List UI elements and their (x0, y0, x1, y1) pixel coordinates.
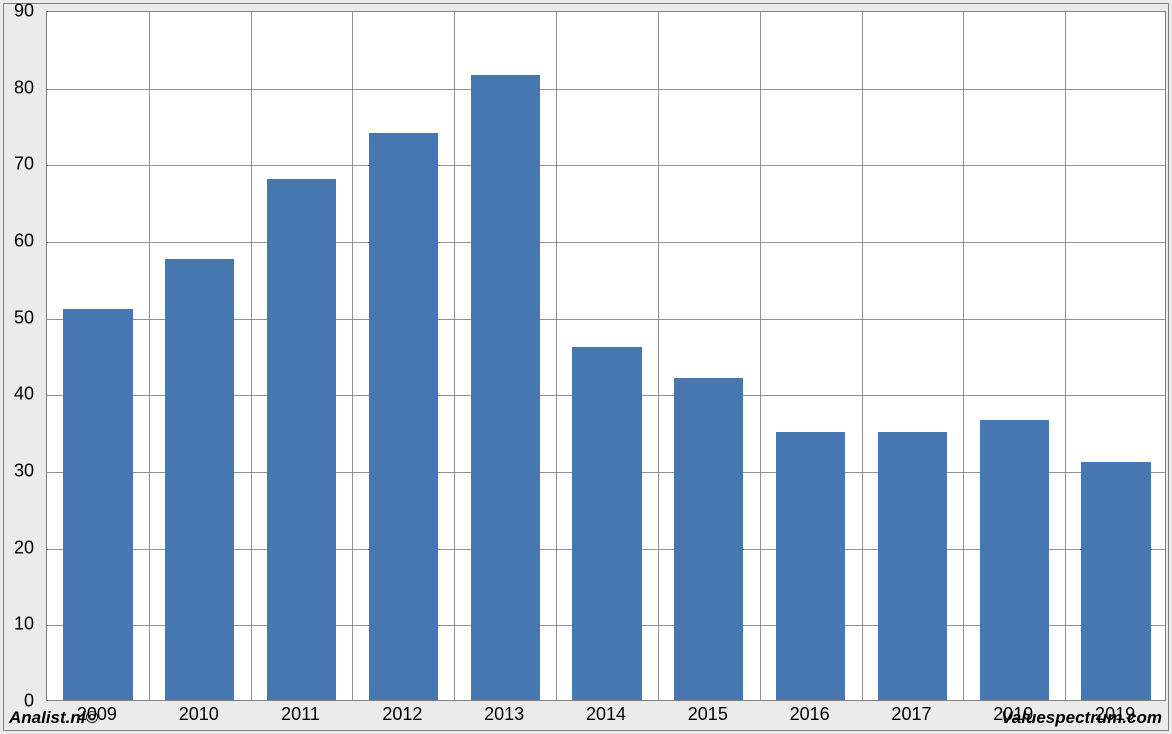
gridline-horizontal (47, 165, 1165, 166)
gridline-vertical (760, 12, 761, 700)
x-axis-tick-label: 2015 (688, 704, 728, 725)
x-axis-tick-label: 2010 (179, 704, 219, 725)
bar (267, 179, 336, 700)
x-axis-tick-label: 2009 (77, 704, 117, 725)
bar (165, 259, 234, 700)
y-axis-tick-label: 0 (4, 691, 34, 712)
bar (369, 133, 438, 700)
bar (878, 432, 947, 700)
x-axis-tick-label: 2016 (790, 704, 830, 725)
x-axis-tick-label: 2017 (891, 704, 931, 725)
gridline-vertical (862, 12, 863, 700)
y-axis-tick-label: 90 (4, 1, 34, 22)
y-axis-tick-label: 30 (4, 461, 34, 482)
bar (776, 432, 845, 700)
x-axis-tick-label: 2019 (993, 704, 1033, 725)
y-axis-tick-label: 10 (4, 614, 34, 635)
bar (471, 75, 540, 700)
gridline-vertical (1065, 12, 1066, 700)
bar (63, 309, 132, 700)
gridline-vertical (251, 12, 252, 700)
bar (572, 347, 641, 700)
gridline-horizontal (47, 89, 1165, 90)
gridline-vertical (352, 12, 353, 700)
y-axis-tick-label: 40 (4, 384, 34, 405)
x-axis-tick-label: 2014 (586, 704, 626, 725)
y-axis-tick-label: 80 (4, 77, 34, 98)
x-axis-tick-label: 2019 (1095, 704, 1135, 725)
plot-area (46, 11, 1166, 701)
y-axis-tick-label: 20 (4, 537, 34, 558)
x-axis-tick-label: 2012 (382, 704, 422, 725)
gridline-vertical (963, 12, 964, 700)
chart-frame: Analist.nl© Valuespectrum.com 0102030405… (3, 3, 1169, 731)
gridline-vertical (149, 12, 150, 700)
gridline-vertical (454, 12, 455, 700)
bar (980, 420, 1049, 700)
y-axis-tick-label: 60 (4, 231, 34, 252)
gridline-horizontal (47, 242, 1165, 243)
bar (1081, 462, 1150, 700)
gridline-vertical (556, 12, 557, 700)
x-axis-tick-label: 2013 (484, 704, 524, 725)
x-axis-tick-label: 2011 (281, 704, 320, 725)
bar (674, 378, 743, 700)
y-axis-tick-label: 50 (4, 307, 34, 328)
y-axis-tick-label: 70 (4, 154, 34, 175)
gridline-vertical (658, 12, 659, 700)
